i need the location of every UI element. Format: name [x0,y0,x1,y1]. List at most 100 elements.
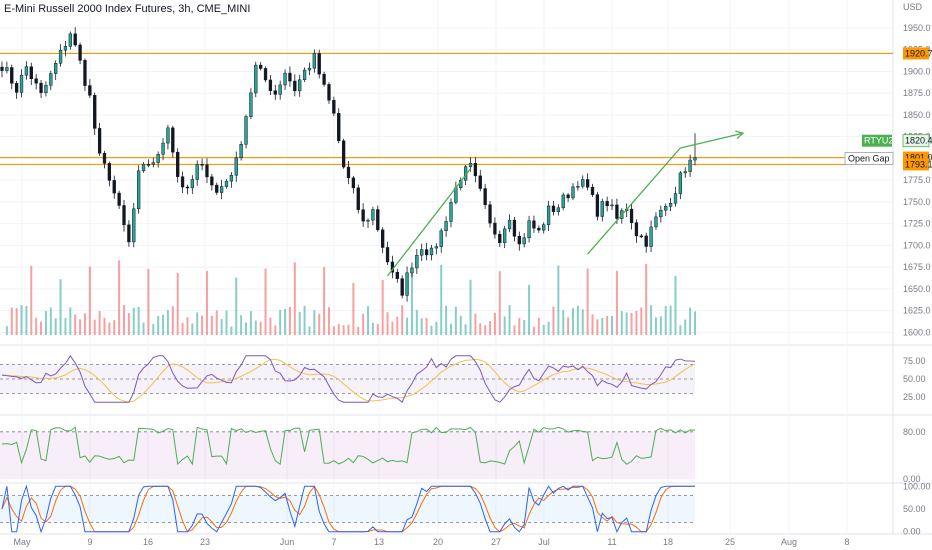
candle-body [693,157,697,161]
candle-body [122,205,126,226]
osc-line [1,426,696,466]
candle-body [639,235,643,238]
volume-bar [415,309,418,335]
x-tick-label: 9 [87,537,92,547]
x-tick-label: 25 [725,537,735,547]
candle-body [88,85,92,96]
volume-bar [391,321,394,335]
stoch-tick-label: 100.00 [903,481,931,491]
candle-body [83,60,87,86]
osc-band [0,431,695,480]
volume-bar [132,307,135,335]
candle-body [429,247,434,256]
volume-bar [279,309,282,335]
candle-body [283,72,287,86]
level-badge [903,47,929,60]
trend-arrow-head [735,130,745,140]
candle-body [590,186,595,195]
volume-bar [664,305,667,335]
candle-body [424,249,429,256]
candle-body [171,127,175,153]
candle-body [205,164,209,178]
volume-bar [298,312,301,335]
candle-body [249,92,253,117]
candle-body [327,84,331,101]
candle-body [356,187,360,210]
volume-bar [79,319,82,335]
volume-bar [230,326,233,335]
volume-bar [684,319,687,335]
symbol-label: RTYU2022 [864,136,908,146]
x-tick-label: Jul [538,537,550,547]
candle-body [293,80,297,92]
volume-bar [650,305,653,335]
volume-bar [571,308,574,335]
volume-bar [293,262,296,335]
volume-bar [83,313,86,335]
candle-body [156,154,160,163]
y-tick-label: 1750.0 [903,197,931,207]
osc-tick-label: 80.00 [903,427,926,437]
candle-body [537,227,541,231]
volume-bar [152,324,155,335]
volume-bar [576,305,579,335]
volume-bar [284,308,287,335]
volume-bar [645,263,648,335]
candle-body [219,186,224,193]
candle-body [629,208,634,223]
volume-bar [493,312,496,335]
volume-bar [40,321,43,335]
candle-body [673,193,678,204]
rsi-line [1,354,696,403]
volume-bar [474,313,477,335]
volume-bar [249,311,252,335]
volume-bar [240,315,243,335]
y-tick-label: 1600.0 [903,327,931,337]
currency-label: USD [903,2,923,12]
candle-body [664,206,668,211]
candle-body [659,209,663,218]
open-gap-box [844,152,894,165]
volume-bar [625,312,628,335]
volume-bar [489,321,492,335]
volume-bar [137,306,140,335]
volume-bar [215,310,218,335]
volume-bar [64,318,67,335]
open-gap-label: Open Gap [848,154,890,164]
volume-bar [425,317,428,335]
volume-bar [689,307,692,335]
candle-body [68,33,72,47]
volume-bar [59,279,62,335]
candle-body [361,209,365,222]
stoch-tick-label: 0.00 [903,527,921,537]
price-badge-label: 1820.4 [905,136,932,146]
candle-body [78,44,82,61]
volume-bar [479,323,482,335]
candle-body [234,157,238,176]
volume-bar [269,317,272,335]
volume-bar [191,323,194,335]
volume-bar [503,316,506,335]
volume-bar [157,316,160,335]
candle-body [34,78,38,84]
volume-bar [288,306,291,335]
volume-bar [274,325,277,335]
candle-body [63,46,68,51]
candle-body [278,84,282,95]
candle-body [73,33,77,46]
volume-bar [669,305,672,335]
candle-body [127,224,131,243]
candle-body [605,201,609,206]
volume-bar [205,270,208,335]
volume-bar [596,319,599,335]
candle-body [224,180,229,187]
candle-body [415,254,419,269]
x-tick-label: 23 [200,537,210,547]
volume-bar [674,276,677,335]
volume-bar [127,313,130,335]
candle-body [132,208,136,243]
volume-bar [615,270,618,335]
candle-body [478,175,482,189]
volume-bar [245,322,248,335]
